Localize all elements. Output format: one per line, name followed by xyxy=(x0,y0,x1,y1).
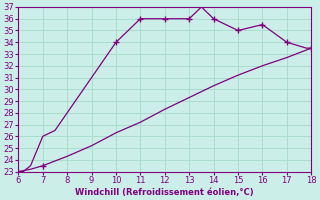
X-axis label: Windchill (Refroidissement éolien,°C): Windchill (Refroidissement éolien,°C) xyxy=(76,188,254,197)
